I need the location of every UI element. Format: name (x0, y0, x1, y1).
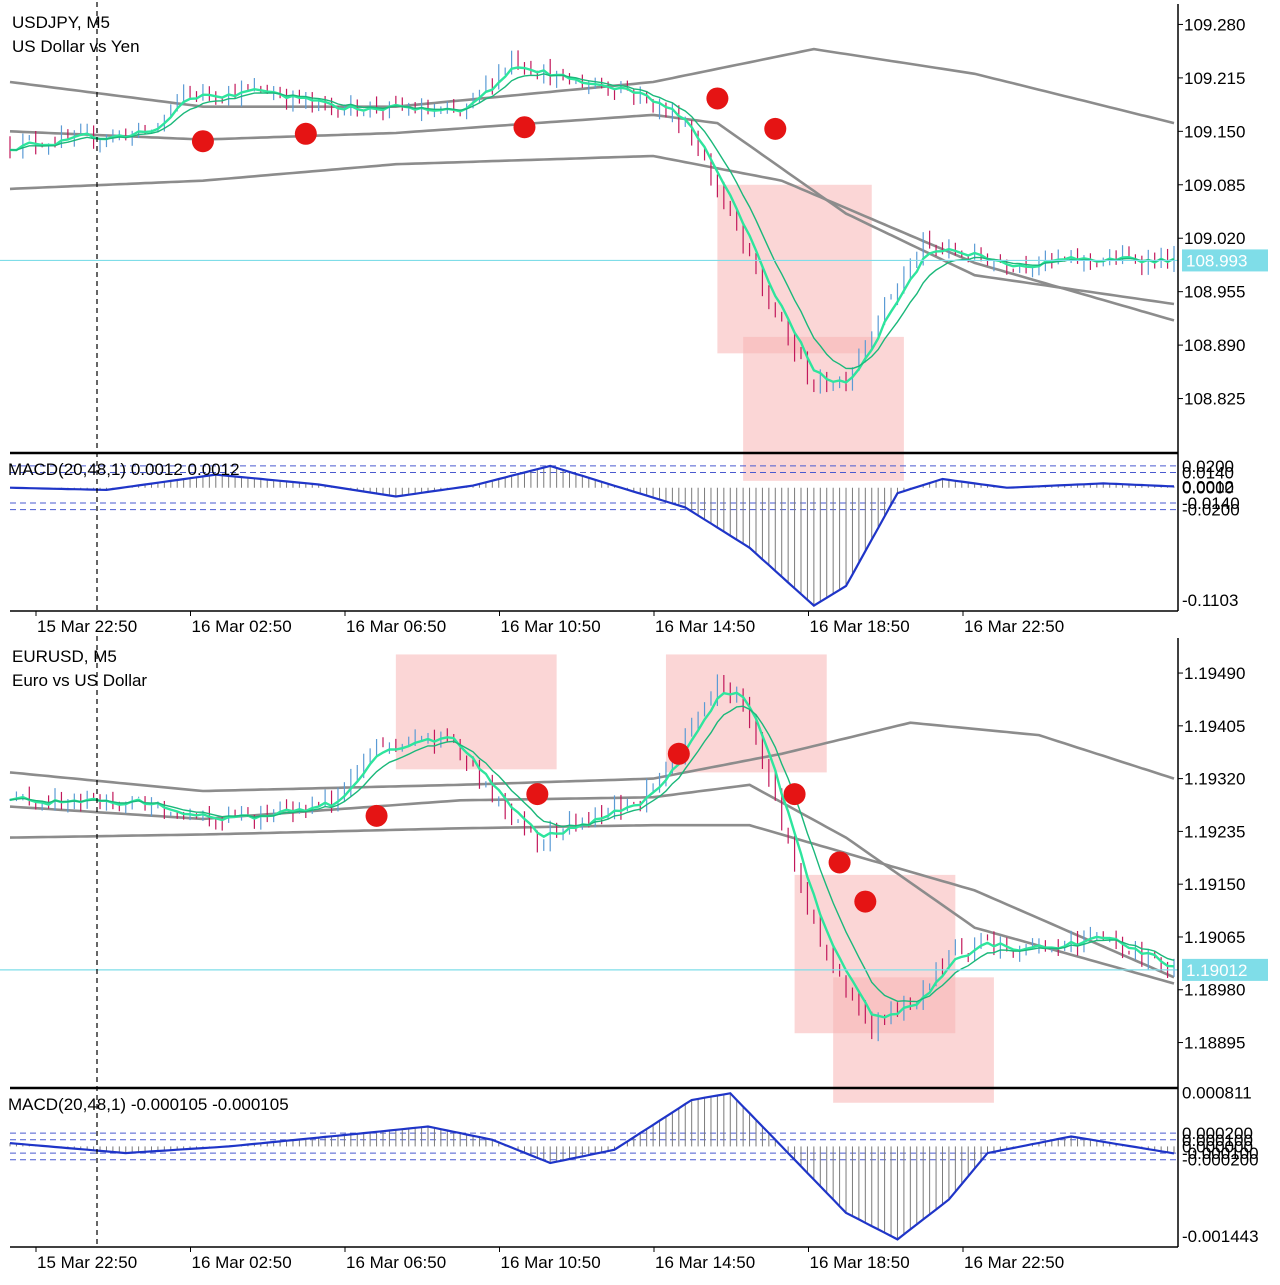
signal-dot-2[interactable] (667, 742, 690, 765)
price-tick-label-6: 1.18980 (1184, 981, 1245, 1000)
time-tick-label-0: 15 Mar 22:50 (37, 617, 137, 636)
macd-label: MACD(20,48,1) -0.000105 -0.000105 (8, 1095, 289, 1114)
macd-tick-top-1: 0.000200 (1182, 1124, 1253, 1143)
price-tick-label-4: 109.020 (1184, 229, 1245, 248)
macd-tick-mid-1: 0.0000 (1182, 479, 1234, 498)
price-tick-label-1: 1.19405 (1184, 717, 1245, 736)
current-price-badge (1182, 958, 1268, 981)
signal-dot-1[interactable] (526, 783, 549, 806)
price-tick-label-7: 1.18895 (1184, 1034, 1245, 1053)
price-tick-label-2: 1.19320 (1184, 770, 1245, 789)
macd-line (9, 464, 1175, 607)
macd-line (9, 1092, 1175, 1241)
symbol-description: US Dollar vs Yen (12, 37, 140, 56)
macd-tick-min: -0.1103 (1182, 591, 1238, 610)
price-tick-label-6: 108.890 (1184, 336, 1245, 355)
signal-dot-3[interactable] (706, 87, 729, 110)
ma-fast (9, 691, 1175, 1019)
time-tick-label-6: 16 Mar 22:50 (964, 617, 1064, 636)
highlight-zone-0 (395, 654, 557, 770)
time-tick-label-5: 16 Mar 18:50 (810, 617, 910, 636)
macd-tick-top-0: 0.0200 (1182, 457, 1234, 476)
macd-tick-mid-0: 0.000100 (1182, 1131, 1253, 1150)
highlight-zone-1 (665, 654, 827, 773)
lower-band (9, 154, 1175, 322)
time-tick-label-4: 16 Mar 14:50 (655, 617, 755, 636)
macd-tick-bottom-0: -0.000100 (1182, 1144, 1259, 1163)
macd-tick-top-1: 0.0140 (1182, 463, 1234, 482)
upper-band (9, 47, 1175, 125)
price-tick-label-0: 1.19490 (1184, 664, 1245, 683)
time-tick-label-0: 15 Mar 22:50 (37, 1253, 137, 1272)
symbol-label: EURUSD, M5 (12, 647, 117, 666)
time-tick-label-2: 16 Mar 06:50 (346, 1253, 446, 1272)
time-tick-label-1: 16 Mar 02:50 (192, 1253, 292, 1272)
time-tick-label-4: 16 Mar 14:50 (655, 1253, 755, 1272)
time-tick-label-3: 16 Mar 10:50 (501, 617, 601, 636)
price-tick-label-4: 1.19150 (1184, 875, 1245, 894)
middle-band (9, 783, 1175, 985)
signal-dot-2[interactable] (513, 116, 536, 139)
signal-dot-0[interactable] (191, 130, 214, 153)
price-tick-label-2: 109.150 (1184, 122, 1245, 141)
macd-histogram (9, 1093, 1175, 1240)
time-tick-label-2: 16 Mar 06:50 (346, 617, 446, 636)
candles (9, 674, 1175, 1042)
signal-dot-4[interactable] (828, 851, 851, 874)
price-tick-label-3: 109.085 (1184, 176, 1245, 195)
highlight-zone-3 (833, 977, 994, 1103)
signal-dot-4[interactable] (764, 117, 787, 140)
macd-tick-top-0: 0.000811 (1182, 1084, 1252, 1103)
macd-label: MACD(20,48,1) 0.0012 0.0012 (8, 460, 240, 479)
current-price-label: 1.19012 (1186, 961, 1247, 980)
price-tick-label-1: 109.215 (1184, 69, 1245, 88)
ma-fast (9, 66, 1175, 384)
macd-tick-min: -0.001443 (1182, 1227, 1259, 1246)
time-tick-label-6: 16 Mar 22:50 (964, 1253, 1064, 1272)
time-tick-label-5: 16 Mar 18:50 (810, 1253, 910, 1272)
macd-tick-bottom-0: -0.0140 (1182, 494, 1240, 513)
price-tick-label-7: 108.825 (1184, 390, 1245, 409)
upper-band (9, 721, 1175, 793)
highlight-zone-1 (743, 336, 904, 481)
middle-band (9, 113, 1175, 306)
ma-slow (9, 705, 1175, 1003)
symbol-label: USDJPY, M5 (12, 13, 110, 32)
signal-dot-0[interactable] (365, 804, 388, 827)
signal-dot-1[interactable] (294, 122, 317, 145)
current-price-badge (1182, 249, 1268, 272)
price-tick-label-0: 109.280 (1184, 15, 1245, 34)
current-price-label: 108.993 (1186, 251, 1247, 270)
time-tick-label-1: 16 Mar 02:50 (192, 617, 292, 636)
lower-band (9, 823, 1175, 979)
macd-tick-mid-0: 0.0012 (1182, 477, 1234, 496)
price-tick-label-5: 108.955 (1184, 283, 1245, 302)
macd-tick-mid-1: 0.000000 (1182, 1137, 1253, 1156)
signal-dot-3[interactable] (783, 783, 806, 806)
price-tick-label-3: 1.19235 (1184, 822, 1245, 841)
macd-tick-bottom-1: -0.0200 (1182, 501, 1240, 520)
price-tick-label-5: 1.19065 (1184, 928, 1245, 947)
signal-dot-5[interactable] (854, 890, 877, 913)
symbol-description: Euro vs US Dollar (12, 671, 147, 690)
time-tick-label-3: 16 Mar 10:50 (501, 1253, 601, 1272)
macd-tick-bottom-1: -0.000200 (1182, 1151, 1259, 1170)
ma-slow (9, 73, 1175, 370)
